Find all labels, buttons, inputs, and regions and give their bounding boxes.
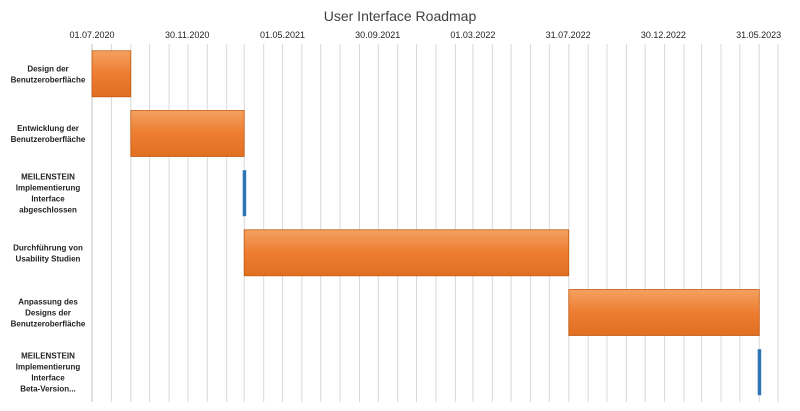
task-labels: Design der BenutzeroberflächeEntwicklung … — [11, 64, 86, 393]
task-label-line: Benutzeroberfläche — [11, 320, 86, 329]
chart-title: User Interface Roadmap — [324, 8, 477, 24]
task-label-line: Implementierung — [16, 184, 81, 193]
x-tick-label: 30.09.2021 — [355, 30, 400, 40]
task-label-line: Benutzeroberfläche — [11, 135, 86, 144]
task-bars — [91, 50, 762, 396]
x-tick-label: 31.05.2023 — [736, 30, 781, 40]
task-label: MEILENSTEIN Implementierung Interface abges… — [16, 173, 81, 215]
task-label: Durchführung von Usability Studien — [13, 243, 83, 263]
task-label-line: Beta-Version... — [20, 385, 76, 394]
task-label: Design der Benutzeroberfläche — [11, 64, 86, 84]
milestone-bar — [242, 170, 247, 217]
task-label: Entwicklung der Benutzeroberfläche — [11, 124, 86, 144]
task-label-line: Benutzeroberfläche — [11, 75, 86, 84]
task-label-line: Anpassung des — [18, 298, 78, 307]
x-tick-label: 31.07.2022 — [546, 30, 591, 40]
task-label: MEILENSTEIN Implementierung Interface Beta-… — [16, 352, 81, 394]
milestone-bar — [757, 349, 762, 396]
task-label-line: Entwicklung der — [17, 124, 79, 133]
task-label-line: Implementierung — [16, 363, 81, 372]
task-label-line: MEILENSTEIN — [21, 352, 75, 361]
grid-lines — [91, 44, 779, 402]
x-tick-label: 30.12.2022 — [641, 30, 686, 40]
task-bar — [568, 289, 760, 336]
task-bar — [130, 110, 245, 157]
task-bar — [91, 50, 132, 98]
x-tick-label: 01.03.2022 — [450, 30, 495, 40]
task-label-line: Interface — [31, 374, 65, 383]
task-label-line: abgeschlossen — [19, 206, 77, 215]
task-label-line: Design der — [27, 64, 68, 73]
task-label-line: Designs der — [25, 309, 71, 318]
task-label-line: Interface — [31, 195, 65, 204]
x-axis-ticks: 01.07.2020 30.11.2020 01.05.2021 30.09.2021… — [69, 30, 781, 40]
task-label: Anpassung des Designs der Benutzeroberfläc… — [11, 298, 86, 329]
task-label-line: Durchführung von — [13, 243, 83, 252]
task-bar — [243, 229, 570, 277]
x-tick-label: 01.07.2020 — [69, 30, 114, 40]
x-tick-label: 01.05.2021 — [260, 30, 305, 40]
x-tick-label: 30.11.2020 — [165, 30, 209, 40]
task-label-line: MEILENSTEIN — [21, 173, 75, 182]
task-label-line: Usability Studien — [16, 254, 81, 263]
